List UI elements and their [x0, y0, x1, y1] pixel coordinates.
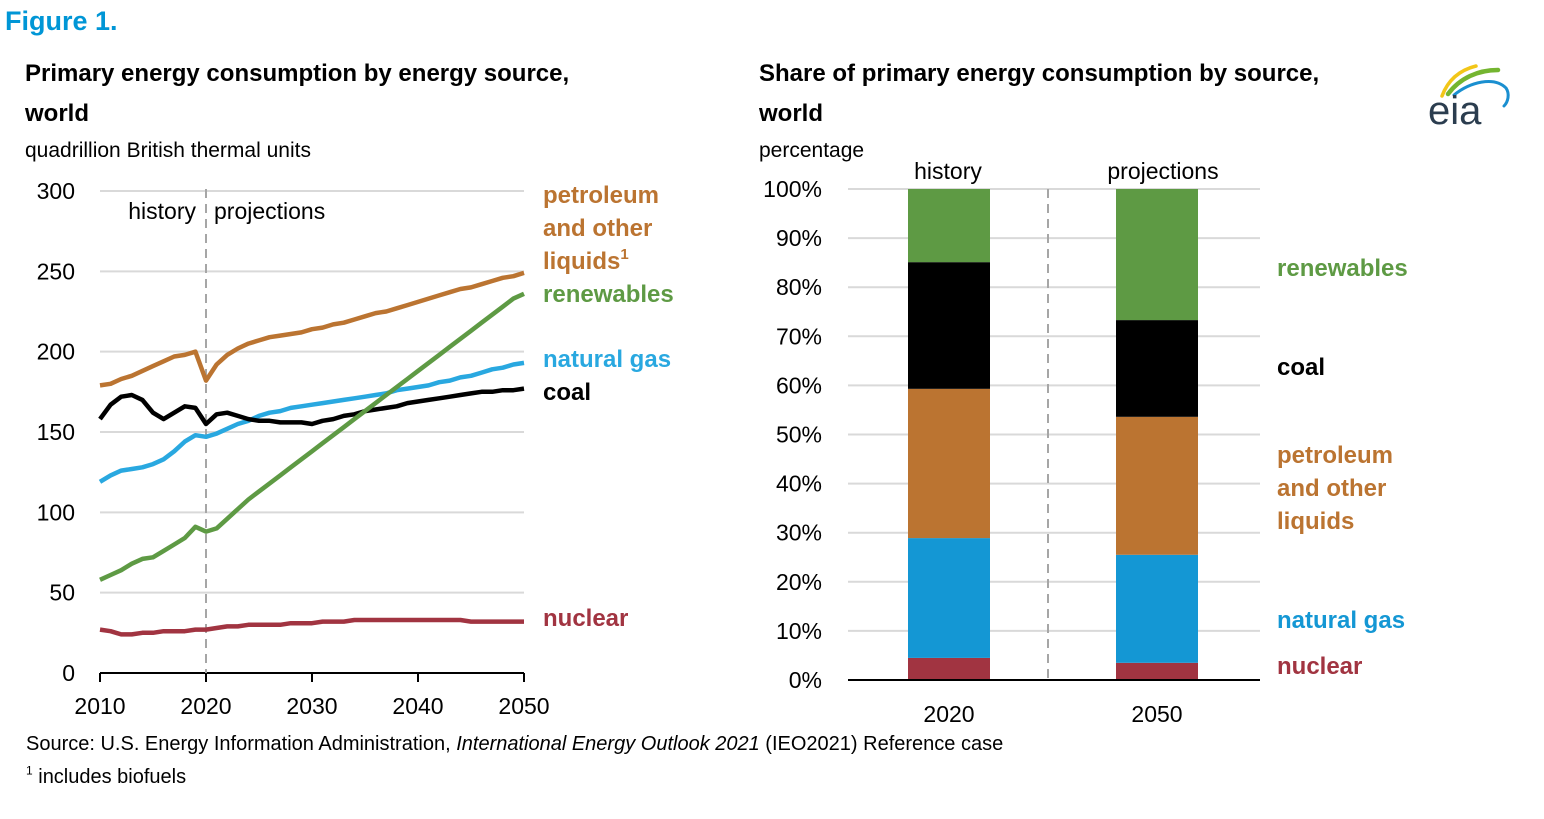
bar-chart-y-tick-label: 70% [776, 323, 822, 349]
bar-chart-label-nuclear: nuclear [1277, 653, 1362, 680]
bar-segment-petroleum-2050 [1116, 416, 1198, 555]
bar-segment-natural-gas-2020 [908, 538, 990, 658]
line-chart-label-petroleum: liquids1 [543, 246, 629, 275]
bar-segment-renewables-2050 [1116, 189, 1198, 321]
bar-chart-x-ticks: 2020 2050 [923, 701, 1182, 727]
bar-chart-x-tick-label: 2050 [1131, 701, 1182, 727]
eia-logo-text: eia [1428, 89, 1482, 132]
bar-chart-y-tick-label: 10% [776, 618, 822, 644]
line-chart-label-footnote-marker: 1 [620, 246, 628, 263]
line-chart-title-line1: Primary energy consumption by energy sou… [25, 60, 570, 87]
footnote-text: includes biofuels [32, 766, 187, 788]
line-chart-title-line2: world [25, 100, 89, 127]
bar-chart-label-natural-gas: natural gas [1277, 607, 1405, 634]
bar-chart-y-unit: percentage [759, 139, 865, 162]
bar-chart-y-tick-label: 60% [776, 372, 822, 398]
bar-chart-label-petroleum: petroleum [1277, 442, 1393, 469]
line-chart-x-ticks: 2010 2020 2030 2040 2050 [74, 673, 550, 719]
bar-segment-nuclear-2050 [1116, 662, 1198, 680]
bar-segment-coal-2050 [1116, 320, 1198, 417]
bar-chart: 0%10%20%30%40%50%60%70%80%90%100% 2020 20… [763, 158, 1408, 727]
bar-chart-y-tick-label: 80% [776, 274, 822, 300]
line-chart-x-tick-label: 2020 [180, 693, 231, 719]
line-chart-x-tick-label: 2040 [392, 693, 443, 719]
bar-chart-label-petroleum: liquids [1277, 508, 1354, 535]
bar-segment-renewables-2020 [908, 189, 990, 263]
bar-chart-label-coal: coal [1277, 354, 1325, 381]
line-chart-y-tick-label: 300 [37, 178, 75, 204]
bar-chart-phase-label: history [914, 158, 982, 184]
line-chart-y-tick-label: 150 [37, 419, 75, 445]
line-chart-label-coal: coal [543, 379, 591, 406]
source-note: Source: U.S. Energy Information Administ… [26, 733, 1003, 756]
bar-chart-y-tick-label: 30% [776, 520, 822, 546]
line-chart-projections-label: projections [214, 198, 325, 224]
line-chart-x-tick-label: 2050 [498, 693, 549, 719]
line-chart-gridlines [100, 190, 524, 674]
bar-segment-nuclear-2020 [908, 657, 990, 680]
bar-chart-phase-label: projections [1107, 158, 1218, 184]
bar-chart-y-tick-label: 40% [776, 471, 822, 497]
bar-chart-phase-labels: history projections [914, 158, 1218, 184]
line-chart-series-labels: petroleum and other liquids1 renewables natu… [543, 182, 674, 632]
bar-chart-series-labels: nuclear natural gas petroleum and other liqu… [1277, 255, 1408, 680]
line-chart-x-tick-label: 2030 [286, 693, 337, 719]
line-chart-y-ticks: 0 50 100 150 200 250 300 [37, 178, 75, 686]
series-line-nuclear [99, 617, 524, 637]
bar-segment-natural-gas-2050 [1116, 554, 1198, 663]
source-prefix: Source: U.S. Energy Information Administ… [26, 733, 457, 755]
bar-segment-coal-2020 [908, 262, 990, 389]
bar-chart-title-line2: world [759, 100, 823, 127]
bar-chart-y-tick-label: 20% [776, 569, 822, 595]
bar-chart-bars [848, 189, 1260, 681]
eia-logo-icon: eia [1418, 62, 1518, 133]
line-chart-label-natural-gas: natural gas [543, 346, 671, 373]
line-chart-y-tick-label: 100 [37, 499, 75, 525]
line-chart-y-tick-label: 0 [62, 660, 75, 686]
line-chart-label-renewables: renewables [543, 281, 674, 308]
bar-chart-y-tick-label: 100% [763, 176, 822, 202]
line-chart-y-tick-label: 250 [37, 258, 75, 284]
series-line-petroleum [99, 270, 525, 388]
source-suffix: (IEO2021) Reference case [759, 733, 1004, 755]
figure-label: Figure 1. [5, 6, 118, 36]
line-chart-label-petroleum: and other [543, 215, 652, 242]
bar-chart-y-tick-label: 50% [776, 422, 822, 448]
bar-chart-y-ticks: 0% 10% 20% 30% 40% 50% 60% 70% 80% 90% 100% [763, 176, 822, 693]
bar-chart-y-tick-label: 0% [789, 667, 822, 693]
series-line-coal [98, 386, 525, 427]
line-chart-y-unit: quadrillion British thermal units [25, 139, 311, 162]
bar-chart-label-renewables: renewables [1277, 255, 1408, 282]
line-chart-x-tick-label: 2010 [74, 693, 125, 719]
line-chart-label-nuclear: nuclear [543, 605, 628, 632]
line-chart-label-petroleum: petroleum [543, 182, 659, 209]
bar-chart-title: Share of primary energy consumption by s… [759, 54, 1319, 134]
bar-chart-label-petroleum: and other [1277, 475, 1386, 502]
line-chart-y-tick-label: 50 [49, 580, 75, 606]
line-chart-history-label: history [128, 198, 196, 224]
bar-segment-petroleum-2020 [908, 388, 990, 539]
eia-logo-graphic: eia [1428, 64, 1510, 133]
footnote-marker: 1 [26, 763, 33, 778]
bar-chart-title-line1: Share of primary energy consumption by s… [759, 60, 1320, 87]
series-line-renewables [99, 291, 525, 582]
bar-chart-x-tick-label: 2020 [923, 701, 974, 727]
source-publication: International Energy Outlook 2021 [456, 733, 760, 755]
line-chart-series [98, 270, 525, 637]
line-chart-title: Primary energy consumption by energy sou… [25, 54, 569, 134]
series-line-natural-gas [98, 360, 525, 484]
bar-chart-y-tick-label: 90% [776, 225, 822, 251]
line-chart-y-tick-label: 200 [37, 339, 75, 365]
footnote: 1 includes biofuels [26, 763, 187, 789]
